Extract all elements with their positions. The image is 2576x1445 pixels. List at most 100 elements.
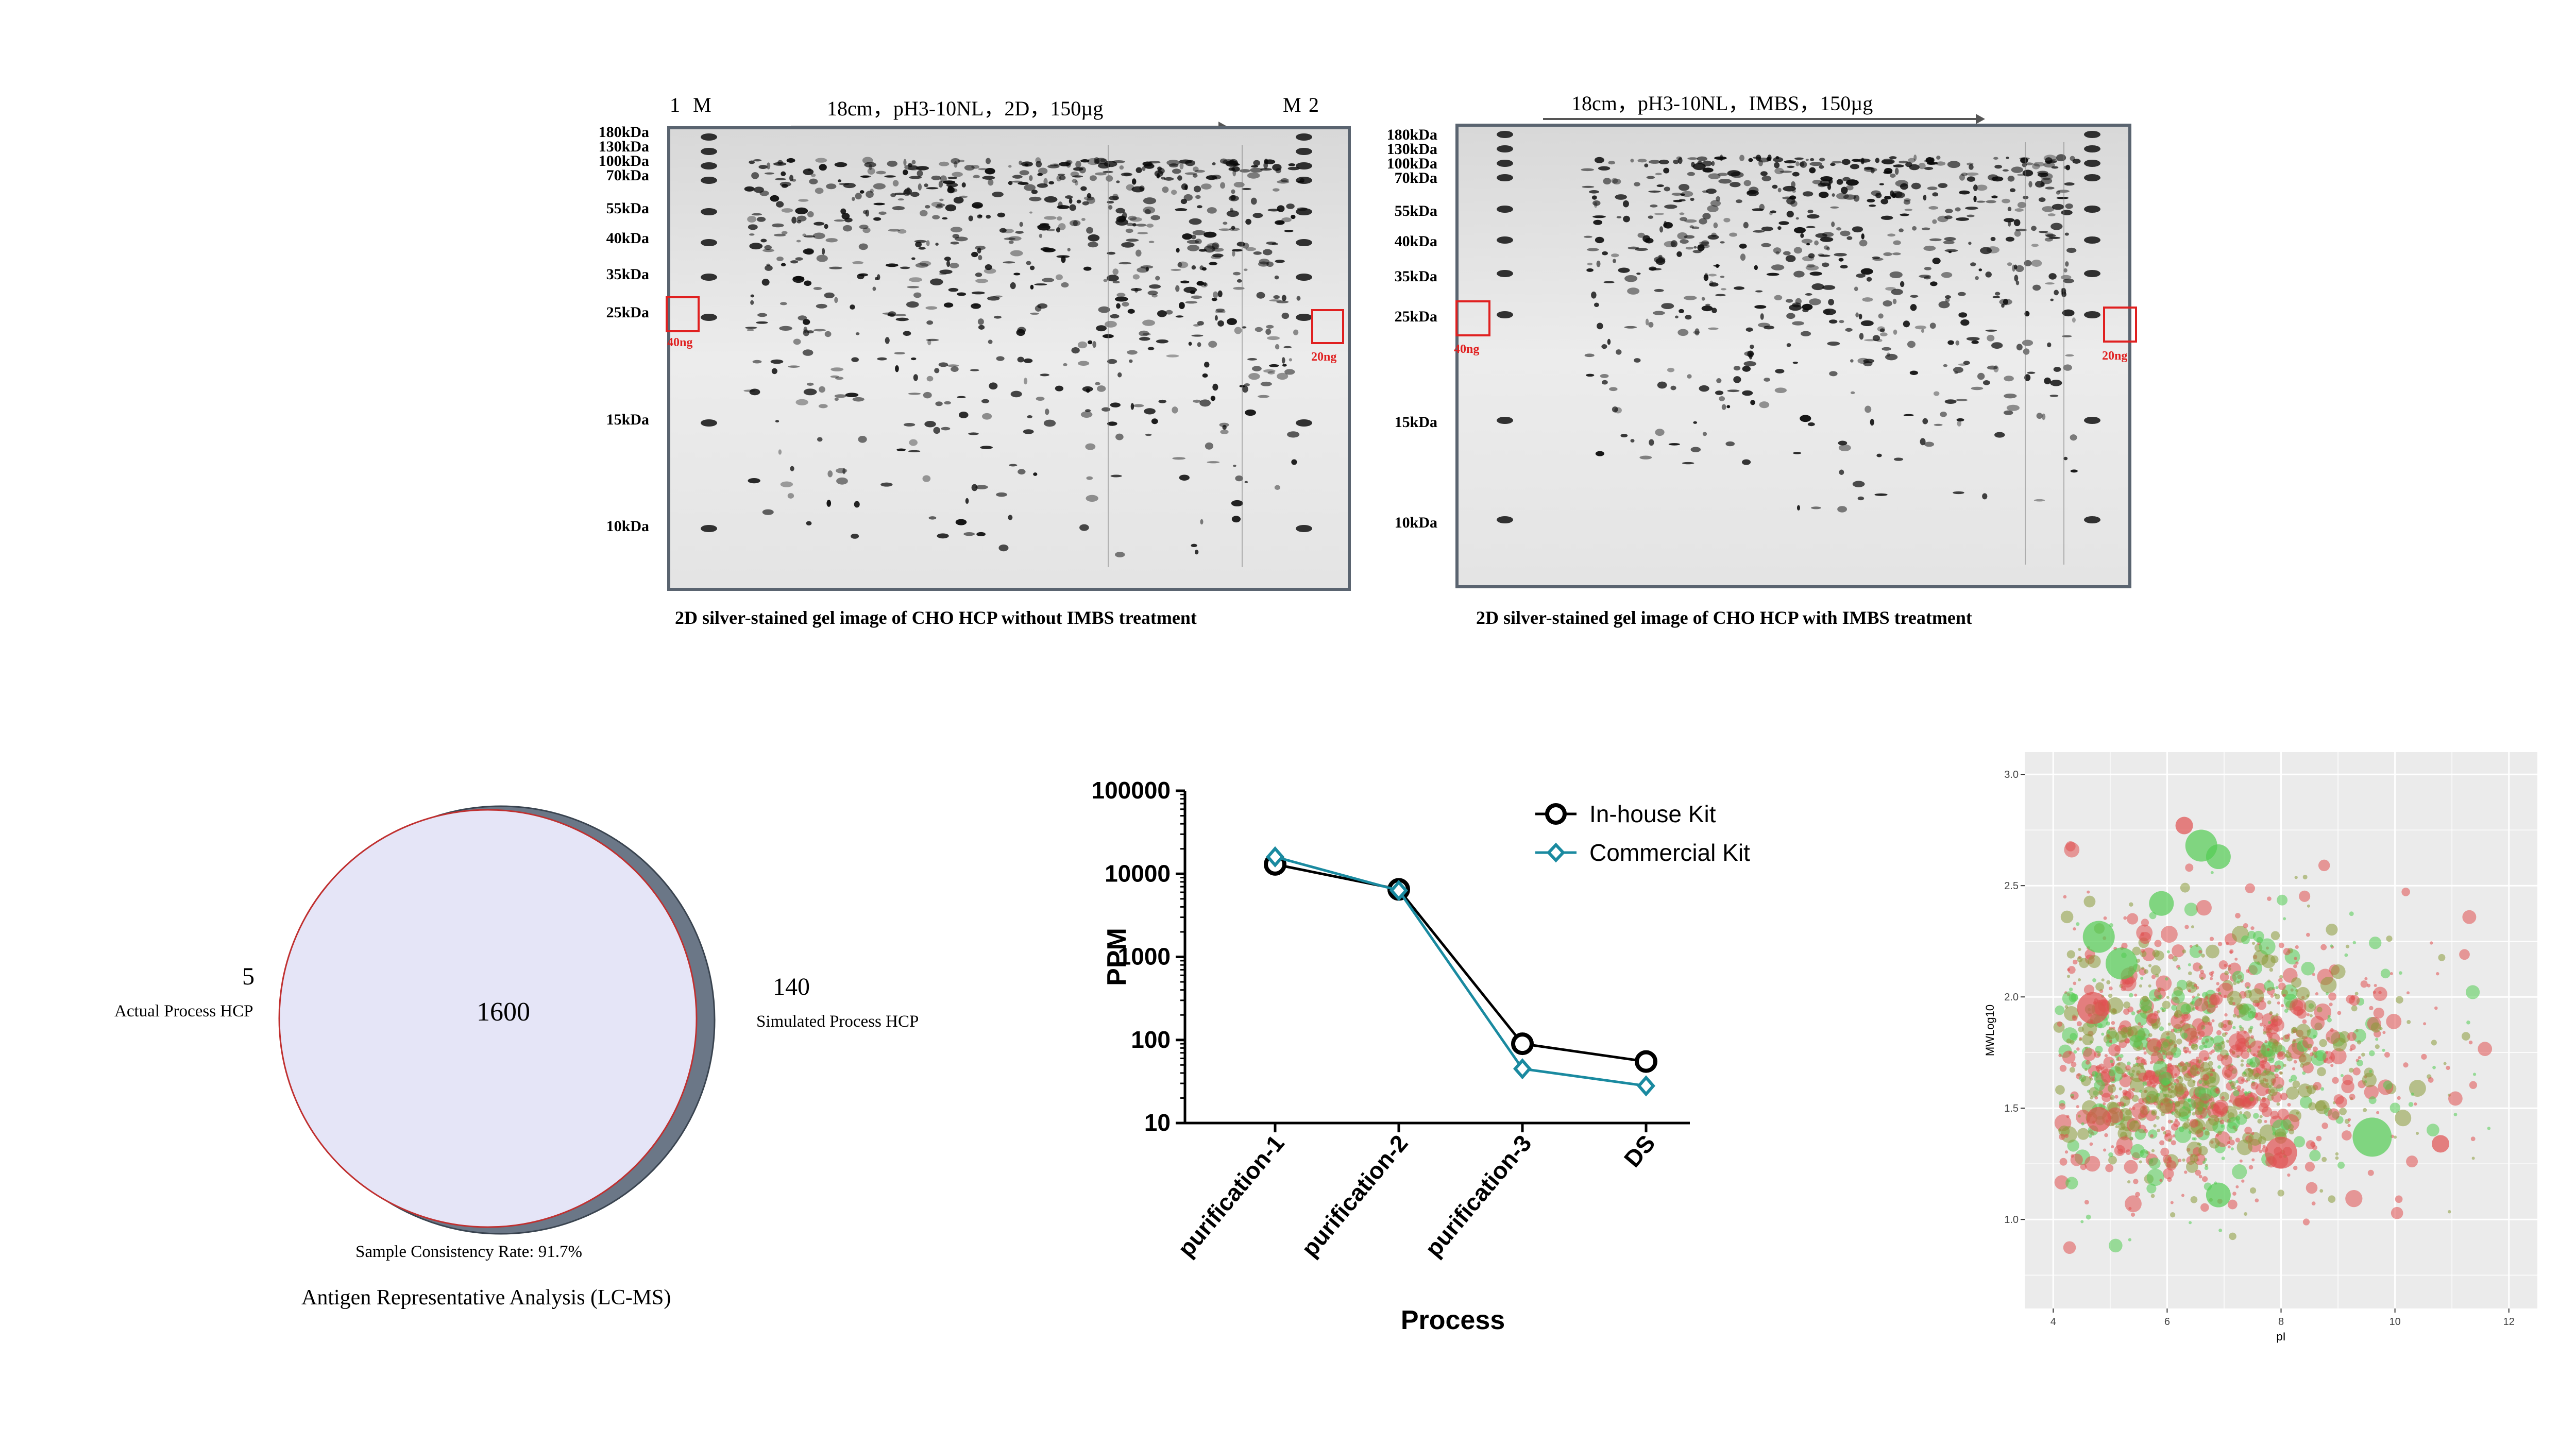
scatter-point xyxy=(2260,1064,2265,1068)
protein-spot xyxy=(985,167,995,175)
scatter-point xyxy=(2079,1038,2082,1042)
protein-spot xyxy=(864,162,876,168)
scatter-point xyxy=(2307,904,2310,908)
protein-spot xyxy=(2063,268,2067,273)
scatter-point xyxy=(2349,995,2360,1006)
scatter-point xyxy=(2071,1062,2077,1067)
protein-spot xyxy=(1977,372,1985,380)
scatter-point xyxy=(2139,967,2147,976)
protein-spot xyxy=(1753,230,1765,233)
y-tick-label: 3.0 xyxy=(2004,769,2019,780)
scatter-point xyxy=(2182,1158,2185,1162)
protein-spot xyxy=(2033,162,2045,167)
protein-spot xyxy=(2033,499,2045,502)
protein-spot xyxy=(1272,164,1282,171)
scatter-point xyxy=(2319,1189,2324,1193)
protein-spot xyxy=(1793,247,1803,254)
scatter-point xyxy=(2339,1108,2347,1115)
protein-spot xyxy=(1895,180,1908,187)
protein-spot xyxy=(1191,334,1204,337)
scatter-point xyxy=(2250,926,2255,930)
scatter-point xyxy=(2195,1107,2203,1115)
protein-spot xyxy=(1212,253,1224,258)
scatter-point xyxy=(2138,1022,2142,1026)
scatter-point xyxy=(2152,949,2160,957)
protein-spot xyxy=(1857,158,1871,163)
protein-spot xyxy=(1220,429,1229,434)
scatter-point xyxy=(2258,1136,2266,1145)
scatter-point xyxy=(2284,1009,2289,1013)
protein-spot xyxy=(917,170,923,177)
scatter-point xyxy=(2205,1164,2208,1167)
protein-spot xyxy=(1953,367,1963,373)
protein-spot xyxy=(1985,271,1992,278)
protein-spot xyxy=(1932,192,1939,197)
protein-spot xyxy=(1658,159,1669,164)
protein-spot xyxy=(1687,157,1698,160)
protein-spot xyxy=(2032,284,2041,291)
scatter-point xyxy=(2315,992,2319,996)
scatter-point xyxy=(2446,1065,2450,1070)
protein-spot xyxy=(965,498,969,504)
protein-spot xyxy=(1836,227,1842,231)
protein-spot xyxy=(781,208,793,213)
protein-spot xyxy=(873,217,882,221)
scatter-point xyxy=(2358,1056,2361,1060)
x-tick-label: 6 xyxy=(2164,1316,2170,1328)
protein-spot xyxy=(951,158,960,164)
protein-spot xyxy=(1200,183,1212,190)
scatter-point xyxy=(2198,965,2203,970)
protein-spot xyxy=(2036,413,2043,419)
protein-spot xyxy=(2025,162,2033,165)
protein-spot xyxy=(1881,160,1894,164)
protein-spot xyxy=(1805,265,1819,271)
scatter-point xyxy=(2180,882,2190,893)
protein-spot xyxy=(1702,167,1714,173)
scatter-point xyxy=(2135,1062,2139,1066)
marker-band xyxy=(1296,525,1312,532)
protein-spot xyxy=(1611,253,1619,258)
scatter-point xyxy=(2068,1051,2072,1055)
protein-spot xyxy=(1010,390,1022,398)
protein-spot xyxy=(1129,217,1142,222)
protein-spot xyxy=(1715,390,1724,395)
scatter-point xyxy=(2239,1004,2256,1021)
scatter-point xyxy=(2098,1090,2103,1095)
protein-spot xyxy=(824,331,832,337)
protein-spot xyxy=(1944,399,1957,404)
protein-spot xyxy=(2049,395,2059,397)
protein-spot xyxy=(971,484,978,491)
y-tick-label: 1.0 xyxy=(2004,1214,2019,1226)
scatter-point xyxy=(2109,1040,2113,1043)
protein-spot xyxy=(1924,266,1932,270)
protein-spot xyxy=(994,315,1002,319)
legend-label: In-house Kit xyxy=(1589,801,1716,827)
protein-spot xyxy=(2014,230,2021,237)
protein-spot xyxy=(1959,174,1965,181)
gel2-marker-55: 55kDa xyxy=(1394,202,1437,219)
scatter-point xyxy=(2247,1045,2252,1049)
protein-spot xyxy=(2004,376,2014,382)
scatter-point xyxy=(2145,1096,2150,1101)
protein-spot xyxy=(1592,200,1601,206)
protein-spot xyxy=(749,160,755,164)
protein-spot xyxy=(1845,185,1854,191)
protein-spot xyxy=(1786,313,1795,319)
protein-spot xyxy=(1861,233,1865,240)
scatter-point xyxy=(2167,1177,2172,1182)
scatter-point xyxy=(2341,1130,2352,1141)
protein-spot xyxy=(845,393,859,398)
protein-spot xyxy=(1820,236,1834,242)
protein-spot xyxy=(1703,274,1709,281)
protein-spot xyxy=(1775,156,1780,160)
scatter-point xyxy=(2376,1111,2380,1114)
scatter-point xyxy=(2134,993,2138,997)
scatter-point xyxy=(2406,1020,2411,1024)
protein-spot xyxy=(1934,423,1943,426)
protein-spot xyxy=(985,264,992,270)
protein-spot xyxy=(980,446,993,449)
protein-spot xyxy=(1175,285,1180,292)
protein-spot xyxy=(751,213,762,216)
scatter-point xyxy=(2250,1035,2255,1039)
protein-spot xyxy=(1987,365,1998,370)
